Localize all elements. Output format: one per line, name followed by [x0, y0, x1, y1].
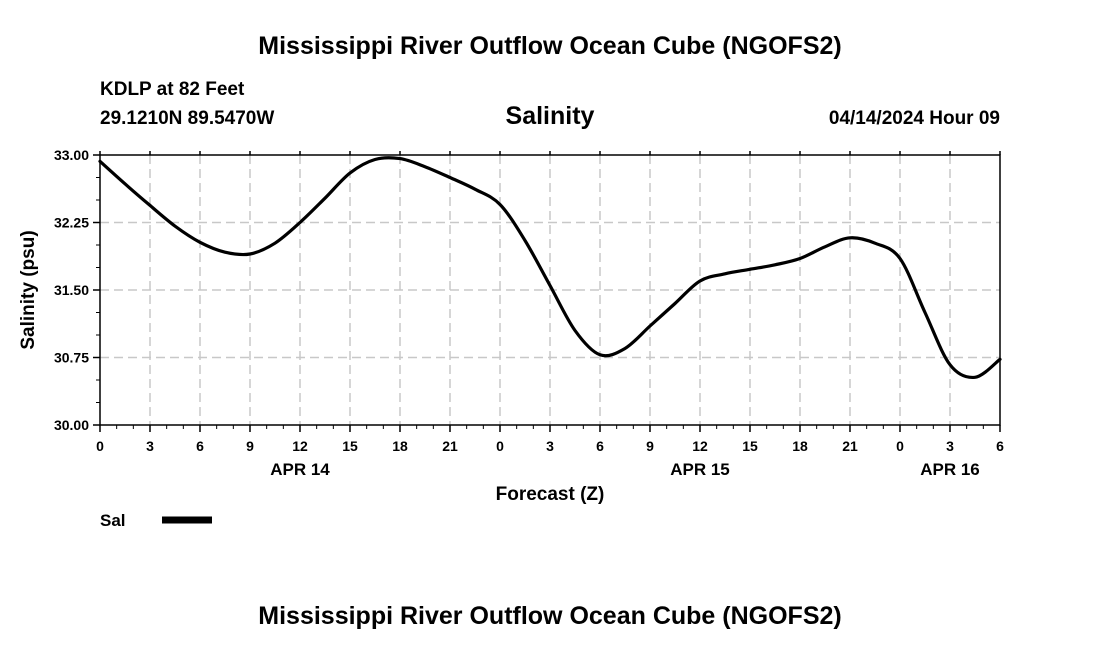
x-tick-label: 21	[442, 438, 458, 454]
x-tick-label: 0	[496, 438, 504, 454]
y-axis-title: Salinity (psu)	[18, 230, 39, 349]
chart-subtitle: Salinity	[506, 102, 595, 130]
x-tick-label: 18	[392, 438, 408, 454]
x-tick-label: 9	[246, 438, 254, 454]
station-label: KDLP at 82 Feet	[100, 79, 245, 100]
date-label: APR 15	[670, 460, 730, 479]
date-labels: APR 14 APR 15 APR 16	[270, 460, 980, 479]
x-tick-label: 15	[342, 438, 358, 454]
x-tick-label: 3	[146, 438, 154, 454]
x-tick-label: 3	[946, 438, 954, 454]
x-tick-label: 6	[196, 438, 204, 454]
chart-main-title: Mississippi River Outflow Ocean Cube (NG…	[258, 32, 841, 60]
y-tick-label: 31.50	[54, 282, 89, 298]
footer-title: Mississippi River Outflow Ocean Cube (NG…	[258, 602, 841, 630]
x-tick-label: 3	[546, 438, 554, 454]
grid-lines	[100, 154, 1000, 425]
x-tick-label: 12	[292, 438, 308, 454]
salinity-series-line	[98, 156, 1002, 380]
y-axis-ticks: 30.00 30.75 31.50 32.25 33.00	[54, 147, 100, 433]
x-tick-label: 12	[692, 438, 708, 454]
x-tick-label: 6	[596, 438, 604, 454]
station-coords: 29.1210N 89.5470W	[100, 108, 274, 129]
x-tick-label: 0	[896, 438, 904, 454]
x-tick-label: 9	[646, 438, 654, 454]
y-tick-label: 30.75	[54, 350, 89, 366]
y-tick-label: 33.00	[54, 147, 89, 163]
forecast-datetime: 04/14/2024 Hour 09	[829, 108, 1000, 129]
plot-frame	[99, 154, 1001, 426]
x-tick-label: 0	[96, 438, 104, 454]
y-tick-label: 32.25	[54, 215, 89, 231]
date-label: APR 14	[270, 460, 330, 479]
date-label: APR 16	[920, 460, 980, 479]
x-tick-label: 18	[792, 438, 808, 454]
x-axis-title: Forecast (Z)	[496, 484, 605, 505]
x-tick-label: 21	[842, 438, 858, 454]
legend-label: Sal	[100, 511, 126, 530]
y-tick-label: 30.00	[54, 417, 89, 433]
x-tick-label: 6	[996, 438, 1004, 454]
x-tick-label: 15	[742, 438, 758, 454]
